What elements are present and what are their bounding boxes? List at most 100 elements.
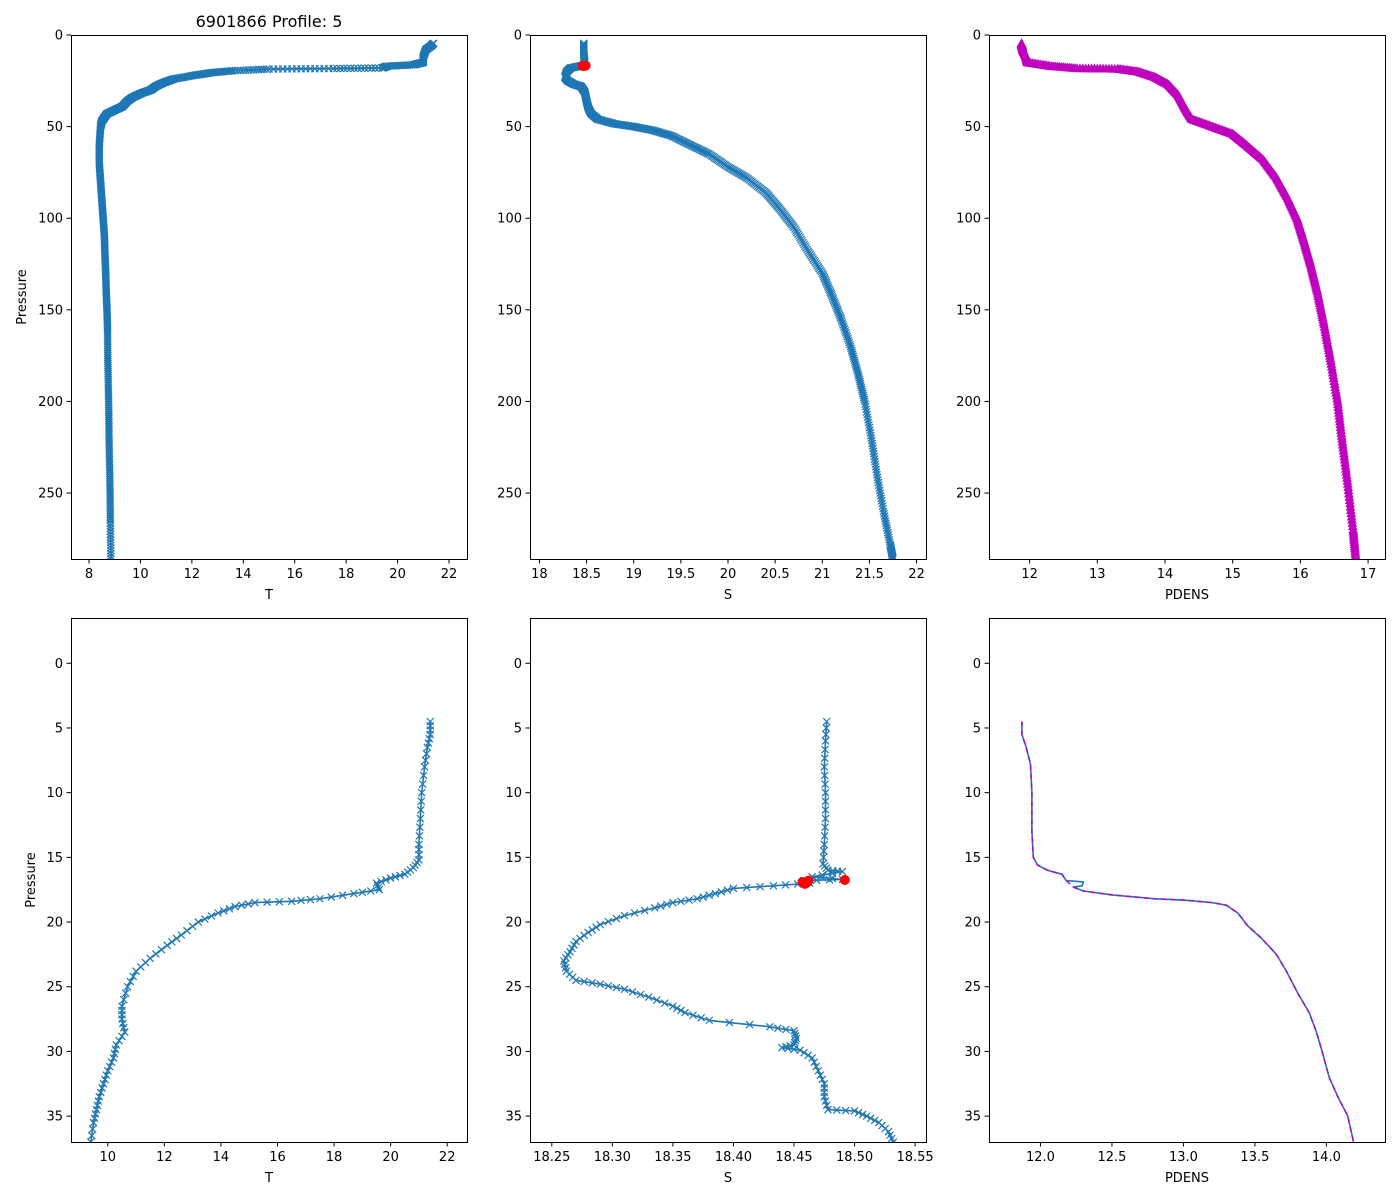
data-point <box>650 903 659 912</box>
y-tick-label: 10 <box>46 786 63 801</box>
y-tick-label: 250 <box>38 487 63 502</box>
data-point <box>769 881 778 890</box>
data-point <box>207 912 216 920</box>
data-point <box>812 1062 821 1071</box>
x-tick-label: 18.35 <box>654 1150 691 1165</box>
data-point <box>188 922 197 931</box>
data-point <box>364 64 373 73</box>
data-point <box>821 780 830 788</box>
data-point <box>250 898 259 907</box>
data-point <box>799 878 810 889</box>
data-point <box>882 521 891 530</box>
data-point <box>115 1036 124 1045</box>
data-point <box>821 823 830 832</box>
x-tick-label: 12.0 <box>1026 1150 1055 1165</box>
data-point <box>889 1138 898 1142</box>
data-point <box>219 906 228 915</box>
y-tick-label: 0 <box>514 29 522 44</box>
y-tick-label: 35 <box>46 1110 63 1125</box>
data-point <box>105 1062 114 1071</box>
data-point <box>373 881 382 890</box>
data-point <box>880 509 888 518</box>
data-point <box>820 1092 829 1101</box>
axes-frame-p5 <box>530 618 927 1143</box>
data-point <box>339 64 348 73</box>
y-tick-label: 250 <box>956 487 981 502</box>
data-point <box>866 1114 875 1123</box>
x-tick-label: 18 <box>338 567 355 582</box>
data-point <box>689 1011 698 1020</box>
x-tick-label: 10 <box>132 567 149 582</box>
data-point <box>697 1013 706 1022</box>
x-axis-label-p1: T <box>264 588 273 603</box>
data-point <box>673 1004 681 1013</box>
data-point <box>717 887 726 896</box>
data-point <box>644 993 653 1002</box>
data-point <box>782 1025 790 1034</box>
x-tick-label: 15 <box>1224 567 1241 582</box>
x-tick-label: 18 <box>531 567 548 582</box>
data-point <box>636 990 645 999</box>
y-tick-label: 20 <box>46 916 63 931</box>
data-point <box>386 874 395 882</box>
y-tick-label: 25 <box>964 980 981 995</box>
data-point <box>157 945 166 954</box>
plot-area-p4 <box>86 717 435 1142</box>
subplot-p5: 18.25 18.30 18.35 18.40 18.45 18.50 18.55 0 5 10 1… <box>505 618 934 1186</box>
x-tick-label: 22 <box>908 567 925 582</box>
data-point <box>790 1038 799 1047</box>
y-tick-label: 0 <box>514 657 522 672</box>
data-point <box>416 805 425 814</box>
data-point <box>596 980 605 989</box>
data-point <box>850 1107 859 1115</box>
x-tick-label: 16 <box>286 567 303 582</box>
data-point <box>839 875 850 885</box>
data-point <box>705 1016 714 1025</box>
data-point <box>167 937 176 946</box>
y-tick-label: 50 <box>505 120 522 135</box>
data-point <box>640 906 649 915</box>
data-point <box>660 999 669 1008</box>
data-point <box>596 920 605 929</box>
plot-area-p6 <box>1021 721 1355 1142</box>
data-point <box>860 395 869 404</box>
y-tick-label: 50 <box>46 120 63 135</box>
data-point <box>820 754 829 763</box>
plot-area-p2 <box>560 39 897 559</box>
y-tick-label: 20 <box>505 916 522 931</box>
series-markers-p5-0 <box>559 717 898 1142</box>
data-point <box>790 1026 798 1035</box>
x-tick-label: 12.5 <box>1097 1150 1126 1165</box>
data-point <box>810 1058 819 1067</box>
data-point <box>881 516 890 525</box>
data-point <box>862 1112 871 1121</box>
data-point <box>400 870 409 879</box>
y-axis-label-p4: Pressure <box>24 852 39 908</box>
data-point <box>821 797 830 806</box>
y-tick-label: 10 <box>505 786 522 801</box>
data-point <box>592 923 601 932</box>
data-point <box>391 872 400 881</box>
data-point <box>832 1106 841 1115</box>
data-point <box>358 888 367 897</box>
data-point <box>882 523 891 532</box>
data-point <box>343 64 352 73</box>
data-point <box>418 780 427 788</box>
data-point <box>357 64 366 73</box>
data-point <box>820 771 829 780</box>
y-tick-label: 200 <box>956 395 981 410</box>
data-point <box>263 898 272 907</box>
data-point <box>821 805 830 814</box>
data-point <box>677 1006 685 1015</box>
y-tick-label: 15 <box>964 851 981 866</box>
data-point <box>820 831 829 840</box>
data-point <box>244 900 253 908</box>
data-point <box>421 756 430 765</box>
series-line-p6-0 <box>1021 721 1355 1142</box>
series-line-p1-0 <box>98 42 435 559</box>
data-point <box>796 1046 804 1055</box>
y-tick-label: 250 <box>497 487 522 502</box>
data-point <box>172 934 181 943</box>
data-point <box>129 972 138 981</box>
